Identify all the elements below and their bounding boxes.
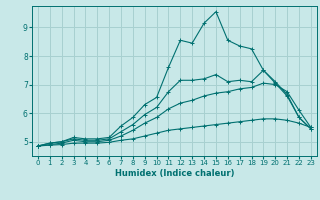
X-axis label: Humidex (Indice chaleur): Humidex (Indice chaleur)	[115, 169, 234, 178]
